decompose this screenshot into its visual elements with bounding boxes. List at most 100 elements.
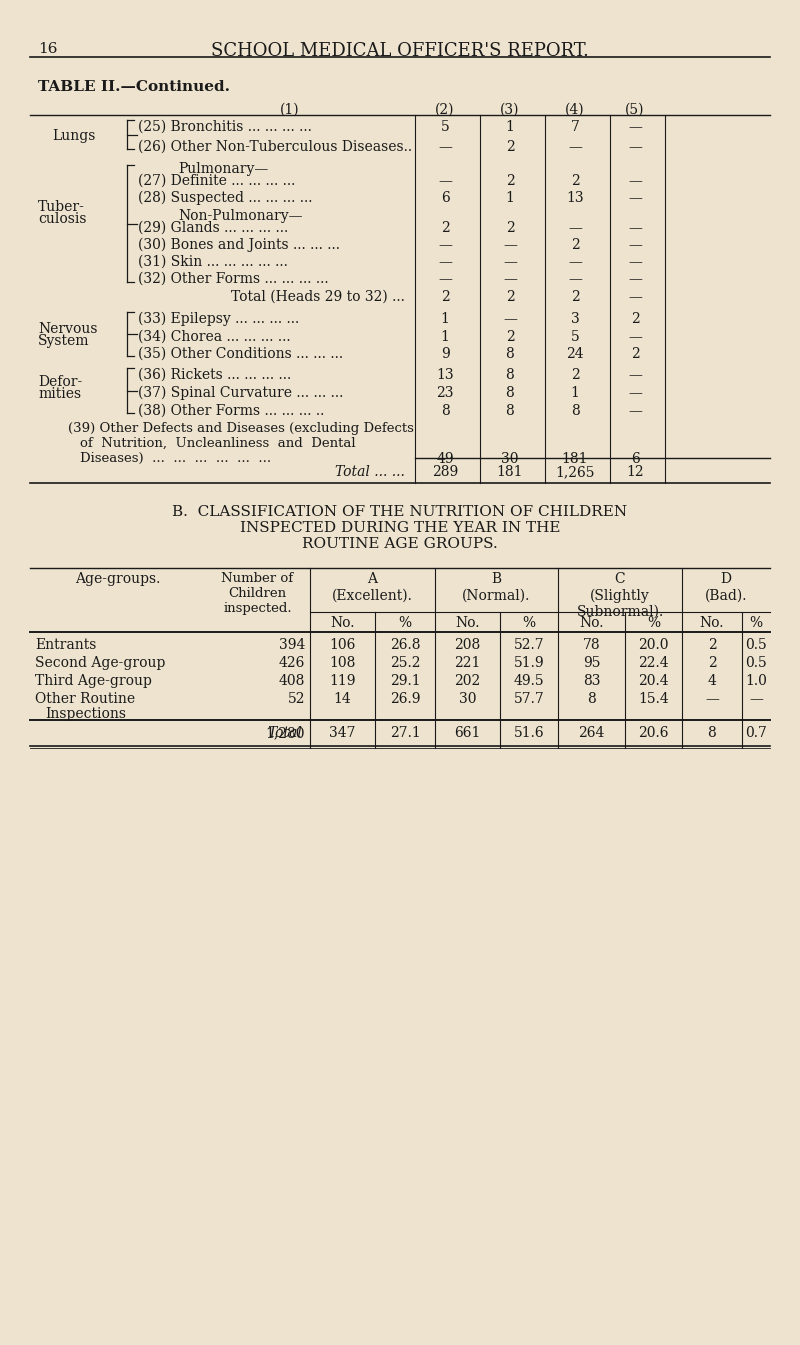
Text: C
(Slightly
Subnormal).: C (Slightly Subnormal). — [576, 572, 664, 619]
Text: mities: mities — [38, 387, 81, 401]
Text: Number of
Children
inspected.: Number of Children inspected. — [222, 572, 294, 615]
Text: 2: 2 — [570, 369, 579, 382]
Text: 2: 2 — [708, 656, 716, 670]
Text: —: — — [438, 174, 452, 188]
Text: —: — — [438, 256, 452, 269]
Text: 1: 1 — [441, 330, 450, 344]
Text: 13: 13 — [436, 369, 454, 382]
Text: 181: 181 — [562, 452, 588, 465]
Text: —: — — [628, 140, 642, 153]
Text: 119: 119 — [330, 674, 356, 689]
Text: —: — — [628, 174, 642, 188]
Text: 1,280: 1,280 — [266, 726, 305, 740]
Text: Lungs: Lungs — [52, 129, 95, 143]
Text: No.: No. — [455, 616, 480, 629]
Text: 51.9: 51.9 — [514, 656, 544, 670]
Text: Total: Total — [267, 726, 302, 740]
Text: 29.1: 29.1 — [390, 674, 420, 689]
Text: 13: 13 — [566, 191, 584, 204]
Text: 52.7: 52.7 — [514, 638, 544, 652]
Text: —: — — [628, 291, 642, 304]
Text: —: — — [568, 272, 582, 286]
Text: 27.1: 27.1 — [390, 726, 420, 740]
Text: 181: 181 — [497, 465, 523, 479]
Text: —: — — [628, 369, 642, 382]
Text: 1.0: 1.0 — [745, 674, 767, 689]
Text: 2: 2 — [506, 291, 514, 304]
Text: —: — — [628, 191, 642, 204]
Text: 12: 12 — [626, 465, 644, 479]
Text: 208: 208 — [454, 638, 481, 652]
Text: Nervous: Nervous — [38, 321, 98, 336]
Text: 2: 2 — [570, 291, 579, 304]
Text: 2: 2 — [441, 291, 450, 304]
Text: 8: 8 — [570, 404, 579, 418]
Text: %: % — [750, 616, 762, 629]
Text: 2: 2 — [708, 638, 716, 652]
Text: 95: 95 — [582, 656, 600, 670]
Text: No.: No. — [330, 616, 354, 629]
Text: 15.4: 15.4 — [638, 691, 669, 706]
Text: —: — — [503, 312, 517, 325]
Text: 78: 78 — [582, 638, 600, 652]
Text: of  Nutrition,  Uncleanliness  and  Dental: of Nutrition, Uncleanliness and Dental — [80, 437, 356, 451]
Text: Defor-: Defor- — [38, 375, 82, 389]
Text: —: — — [438, 140, 452, 153]
Text: (30) Bones and Joints ... ... ...: (30) Bones and Joints ... ... ... — [138, 238, 340, 253]
Text: 20.4: 20.4 — [638, 674, 669, 689]
Text: 7: 7 — [570, 120, 579, 134]
Text: (38) Other Forms ... ... ... ..: (38) Other Forms ... ... ... .. — [138, 404, 324, 418]
Text: 2: 2 — [570, 238, 579, 252]
Text: Diseases)  ...  ...  ...  ...  ...  ...: Diseases) ... ... ... ... ... ... — [80, 452, 271, 465]
Text: culosis: culosis — [38, 213, 86, 226]
Text: System: System — [38, 334, 90, 348]
Text: (26) Other Non-Tuberculous Diseases..: (26) Other Non-Tuberculous Diseases.. — [138, 140, 412, 153]
Text: (35) Other Conditions ... ... ...: (35) Other Conditions ... ... ... — [138, 347, 343, 360]
Text: 26.9: 26.9 — [390, 691, 420, 706]
Text: —: — — [438, 238, 452, 252]
Text: Pulmonary—: Pulmonary— — [178, 161, 268, 176]
Text: —: — — [628, 386, 642, 399]
Text: 20.6: 20.6 — [638, 726, 669, 740]
Text: —: — — [628, 256, 642, 269]
Text: No.: No. — [700, 616, 724, 629]
Text: 1: 1 — [506, 120, 514, 134]
Text: (1): (1) — [280, 104, 300, 117]
Text: —: — — [568, 221, 582, 235]
Text: 2: 2 — [506, 174, 514, 188]
Text: 8: 8 — [441, 404, 450, 418]
Text: 2: 2 — [441, 221, 450, 235]
Text: 0.7: 0.7 — [745, 726, 767, 740]
Text: 221: 221 — [454, 656, 481, 670]
Text: 24: 24 — [566, 347, 584, 360]
Text: 661: 661 — [454, 726, 481, 740]
Text: 2: 2 — [570, 174, 579, 188]
Text: 2: 2 — [630, 347, 639, 360]
Text: Age-groups.: Age-groups. — [75, 572, 160, 586]
Text: (28) Suspected ... ... ... ...: (28) Suspected ... ... ... ... — [138, 191, 313, 206]
Text: Third Age-group: Third Age-group — [35, 674, 152, 689]
Text: —: — — [628, 404, 642, 418]
Text: 30: 30 — [502, 452, 518, 465]
Text: 0.5: 0.5 — [745, 656, 767, 670]
Text: Tuber-: Tuber- — [38, 200, 85, 214]
Text: 23: 23 — [436, 386, 454, 399]
Text: 25.2: 25.2 — [390, 656, 420, 670]
Text: TABLE II.—Continued.: TABLE II.—Continued. — [38, 79, 230, 94]
Text: —: — — [503, 238, 517, 252]
Text: 4: 4 — [707, 674, 717, 689]
Text: —: — — [438, 272, 452, 286]
Text: 20.0: 20.0 — [638, 638, 669, 652]
Text: (39) Other Defects and Diseases (excluding Defects: (39) Other Defects and Diseases (excludi… — [68, 422, 414, 434]
Text: 6: 6 — [630, 452, 639, 465]
Text: 8: 8 — [587, 691, 596, 706]
Text: Entrants: Entrants — [35, 638, 96, 652]
Text: 83: 83 — [582, 674, 600, 689]
Text: 108: 108 — [330, 656, 356, 670]
Text: (31) Skin ... ... ... ... ...: (31) Skin ... ... ... ... ... — [138, 256, 288, 269]
Text: 426: 426 — [278, 656, 305, 670]
Text: 26.8: 26.8 — [390, 638, 420, 652]
Text: —: — — [628, 330, 642, 344]
Text: 1: 1 — [506, 191, 514, 204]
Text: —: — — [628, 272, 642, 286]
